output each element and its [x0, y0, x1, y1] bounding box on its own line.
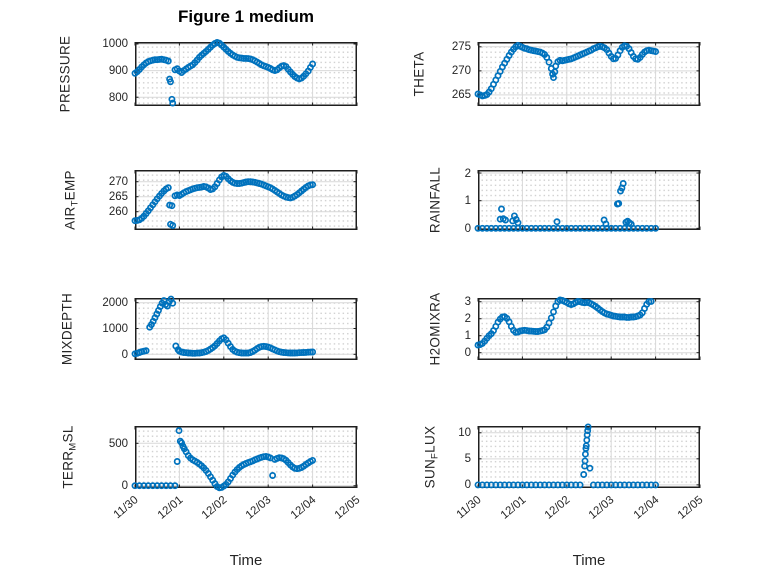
data-series-air_temp — [131, 171, 317, 229]
x-tick-label: 12/04 — [288, 494, 319, 522]
y-tick-label: 0 — [121, 480, 128, 493]
x-tick-label: 12/05 — [675, 494, 706, 522]
data-series-sun_flux — [474, 423, 660, 489]
ylabel-rainfall: RAINFALL — [427, 166, 443, 234]
ylabel-mixdepth: MIXDEPTH — [59, 292, 75, 366]
figure-title: Figure 1 medium — [177, 7, 315, 26]
subplot-rainfall: RAINFALL 0 1 2 — [428, 167, 701, 235]
x-tick-label: 12/03 — [244, 494, 274, 522]
x-tick-label: 12/01 — [155, 494, 186, 522]
y-tick-label: 2000 — [102, 297, 128, 310]
plot-canvas — [131, 38, 358, 107]
ylabel-terr_msl: TERRMSL — [60, 425, 79, 489]
y-tick-label: 1000 — [102, 38, 128, 51]
y-tick-label: 265 — [108, 191, 128, 204]
x-tick-label: 12/05 — [332, 494, 363, 522]
plot-canvas — [474, 423, 701, 489]
ylabel-theta: THETA — [411, 51, 427, 97]
x-tick-label: 12/01 — [498, 494, 529, 522]
plot-canvas — [474, 170, 701, 232]
xlabel-time-left: Time — [229, 552, 263, 569]
x-tick-label: 12/02 — [199, 494, 230, 522]
subplot-terrmsl: TERRMSL 0 500 11/30 12/01 12/02 12/03 12/04 12/0… — [61, 425, 363, 521]
x-tick-label: 12/02 — [542, 494, 573, 522]
y-tick-label: 5 — [464, 453, 471, 466]
plot-canvas — [474, 41, 701, 106]
y-tick-label: 2 — [464, 313, 471, 326]
plot-canvas — [131, 170, 358, 230]
ylabel-pressure: PRESSURE — [57, 35, 73, 113]
data-series-h2omixra — [474, 296, 655, 349]
y-tick-label: 265 — [451, 89, 471, 102]
y-tick-label: 0 — [464, 222, 471, 235]
data-series-terr_msl — [131, 427, 317, 492]
subplot-sunflux: SUNFLUX 0 5 10 11/30 12/01 12/02 12/03 12/04 12/0… — [423, 423, 706, 522]
y-tick-label: 500 — [108, 437, 128, 450]
y-tick-label: 0 — [464, 479, 471, 492]
y-tick-label: 2 — [464, 167, 471, 180]
ylabel-sun_flux: SUNFLUX — [422, 425, 441, 489]
y-tick-label: 275 — [451, 41, 471, 54]
y-tick-label: 1 — [464, 195, 471, 208]
y-tick-label: 800 — [108, 91, 128, 104]
y-tick-label: 270 — [451, 65, 471, 78]
y-tick-label: 1000 — [102, 322, 128, 335]
subplot-theta: THETA 265 270 275 — [412, 41, 701, 106]
y-tick-label: 270 — [108, 176, 128, 189]
subplot-h2omixra: H2OMIXRA 0 1 2 3 — [428, 293, 701, 365]
plot-canvas — [131, 295, 358, 360]
y-tick-label: 10 — [458, 427, 471, 440]
y-tick-label: 0 — [464, 347, 471, 360]
ylabel-air_temp: AIRTEMP — [62, 170, 81, 230]
data-series-mixdepth — [131, 295, 317, 358]
data-series-theta — [474, 41, 660, 100]
subplot-pressure: PRESSURE 800 900 1000 — [58, 36, 358, 112]
x-tick-label: 12/03 — [587, 494, 617, 522]
x-tick-label: 11/30 — [111, 494, 141, 522]
subplot-mixdepth: MIXDEPTH 0 1000 2000 — [60, 293, 358, 365]
xlabel-time-right: Time — [572, 552, 606, 569]
plot-canvas — [131, 426, 358, 492]
data-series-rainfall — [474, 180, 660, 232]
subplot-airtemp: AIRTEMP 260 265 270 — [63, 170, 358, 230]
x-tick-label: 12/04 — [631, 494, 662, 522]
y-tick-label: 3 — [464, 296, 471, 309]
data-series-pressure — [131, 38, 317, 107]
ylabel-h2omixra: H2OMIXRA — [427, 292, 443, 366]
plot-canvas — [474, 296, 701, 360]
y-tick-label: 900 — [108, 65, 128, 78]
y-tick-label: 0 — [121, 348, 128, 361]
y-tick-label: 1 — [464, 330, 471, 343]
y-tick-label: 260 — [108, 206, 128, 219]
x-tick-label: 11/30 — [454, 494, 484, 522]
